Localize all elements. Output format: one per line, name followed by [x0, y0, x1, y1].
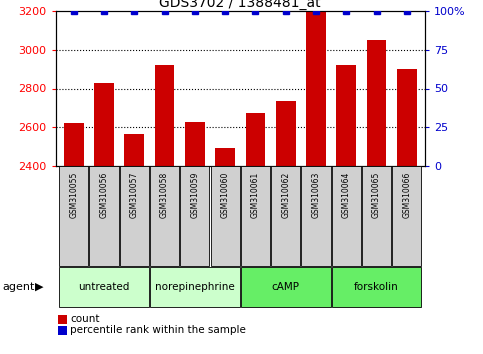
- Bar: [59, 166, 88, 266]
- Text: untreated: untreated: [78, 282, 130, 292]
- Bar: [306, 11, 326, 166]
- Bar: [332, 267, 421, 307]
- Bar: [211, 166, 240, 266]
- Bar: [241, 166, 270, 266]
- Text: GSM310059: GSM310059: [190, 171, 199, 218]
- Text: GSM310066: GSM310066: [402, 171, 412, 218]
- Bar: [276, 101, 296, 166]
- Bar: [215, 148, 235, 166]
- Text: forskolin: forskolin: [354, 282, 399, 292]
- Text: GSM310065: GSM310065: [372, 171, 381, 218]
- Bar: [362, 166, 391, 266]
- Text: GSM310055: GSM310055: [69, 171, 78, 218]
- Text: percentile rank within the sample: percentile rank within the sample: [70, 325, 246, 335]
- Text: GSM310060: GSM310060: [221, 171, 229, 218]
- Bar: [150, 166, 179, 266]
- Bar: [150, 267, 240, 307]
- Bar: [94, 82, 114, 166]
- Bar: [241, 267, 330, 307]
- Bar: [245, 113, 265, 166]
- Bar: [337, 65, 356, 166]
- Bar: [180, 166, 210, 266]
- Bar: [301, 166, 330, 266]
- Text: GSM310056: GSM310056: [99, 171, 109, 218]
- Bar: [155, 65, 174, 166]
- Text: agent: agent: [2, 282, 35, 292]
- Text: norepinephrine: norepinephrine: [155, 282, 235, 292]
- Text: GSM310063: GSM310063: [312, 171, 321, 218]
- Bar: [332, 166, 361, 266]
- Title: GDS3702 / 1388481_at: GDS3702 / 1388481_at: [159, 0, 321, 10]
- Text: count: count: [70, 314, 99, 324]
- Bar: [185, 122, 205, 166]
- Bar: [59, 267, 149, 307]
- Bar: [125, 134, 144, 166]
- Bar: [89, 166, 118, 266]
- Text: cAMP: cAMP: [272, 282, 300, 292]
- Text: ▶: ▶: [35, 282, 44, 292]
- Text: GSM310064: GSM310064: [342, 171, 351, 218]
- Bar: [271, 166, 300, 266]
- Bar: [397, 69, 417, 166]
- Text: GSM310058: GSM310058: [160, 171, 169, 218]
- Bar: [64, 122, 84, 166]
- Bar: [367, 40, 386, 166]
- Text: GSM310062: GSM310062: [281, 171, 290, 218]
- Bar: [120, 166, 149, 266]
- Text: GSM310057: GSM310057: [130, 171, 139, 218]
- Text: GSM310061: GSM310061: [251, 171, 260, 218]
- Bar: [392, 166, 421, 266]
